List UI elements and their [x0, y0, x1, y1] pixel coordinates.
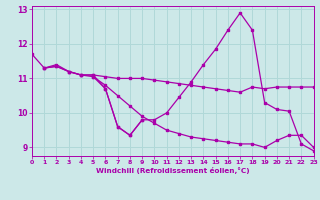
- X-axis label: Windchill (Refroidissement éolien,°C): Windchill (Refroidissement éolien,°C): [96, 167, 250, 174]
